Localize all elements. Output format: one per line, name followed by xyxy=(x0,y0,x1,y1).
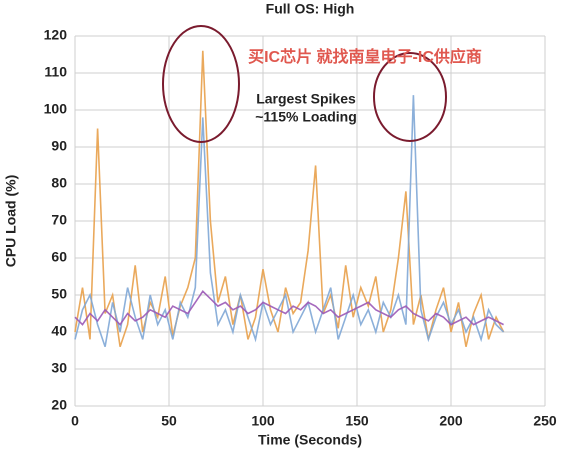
y-tick-label: 60 xyxy=(51,249,67,265)
y-tick-label: 100 xyxy=(44,101,68,117)
data-line xyxy=(74,95,505,348)
x-tick-label: 250 xyxy=(533,413,557,429)
annotation: ~115% Loading xyxy=(255,109,357,125)
annotation: Largest Spikes xyxy=(256,91,356,107)
watermark: 买IC芯片 就找南皇电子-IC供应商 xyxy=(248,47,482,66)
x-tick-label: 150 xyxy=(345,413,369,429)
y-tick-label: 120 xyxy=(44,27,68,43)
y-tick-label: 70 xyxy=(51,212,67,228)
y-axis-label: CPU Load (%) xyxy=(3,175,19,268)
x-tick-label: 0 xyxy=(71,413,79,429)
y-tick-label: 80 xyxy=(51,175,67,191)
x-tick-label: 100 xyxy=(251,413,275,429)
x-tick-label: 50 xyxy=(161,413,177,429)
y-tick-label: 20 xyxy=(51,397,67,413)
y-tick-label: 30 xyxy=(51,360,67,376)
y-tick-label: 50 xyxy=(51,286,67,302)
y-tick-label: 40 xyxy=(51,323,67,339)
y-tick-label: 90 xyxy=(51,138,67,154)
y-tick-label: 110 xyxy=(44,64,67,80)
x-tick-label: 200 xyxy=(439,413,463,429)
data-line xyxy=(74,290,504,326)
highlight-circle xyxy=(162,25,240,143)
highlight-circle xyxy=(373,52,447,142)
chart-title: Full OS: High xyxy=(266,1,355,17)
x-axis-label: Time (Seconds) xyxy=(258,432,362,448)
